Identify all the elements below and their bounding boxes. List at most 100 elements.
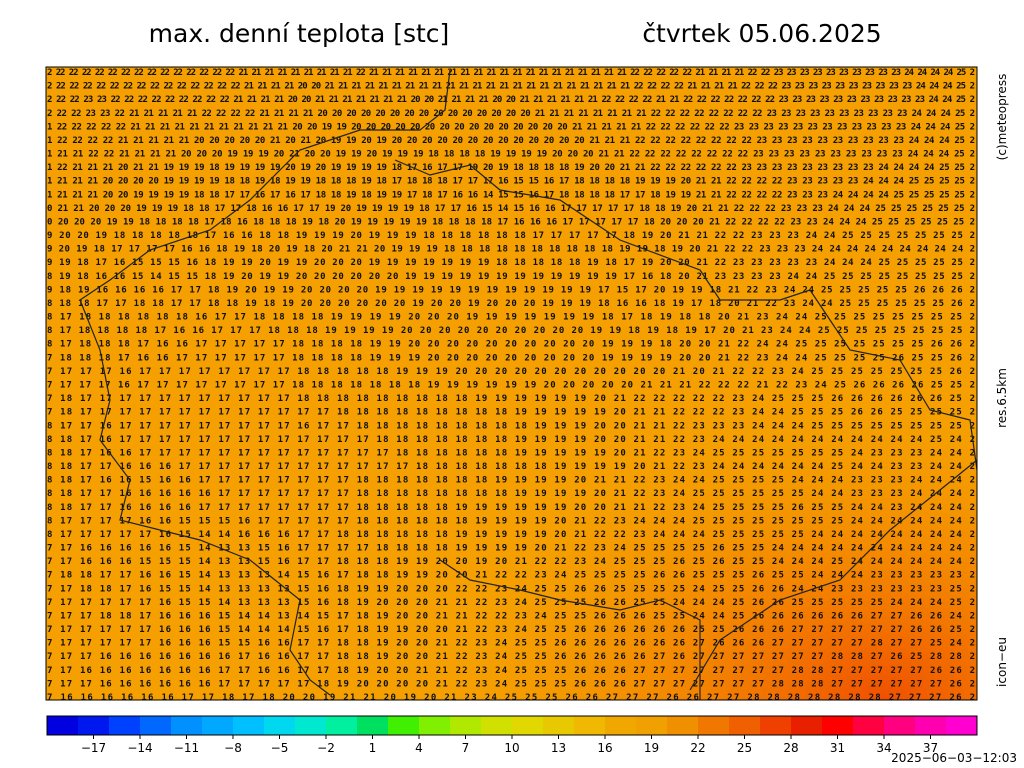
value-row: 2 22 22 23 23 22 22 22 22 22 22 22 22 22… — [47, 95, 975, 105]
border-line — [689, 459, 978, 691]
colorbar-tick-label: 7 — [462, 741, 470, 755]
colorbar-segment — [233, 716, 265, 735]
timestamp: 2025−06−03−12:03 — [891, 751, 1017, 765]
colorbar-segment — [512, 716, 544, 735]
value-row: 7 17 16 16 16 16 16 16 16 17 17 16 16 17… — [47, 666, 975, 676]
colorbar-segment — [791, 716, 823, 735]
copyright: (c)meteopress — [995, 74, 1009, 161]
colorbar-segment — [47, 716, 79, 735]
colorbar-segment — [667, 716, 699, 735]
colorbar-tick-label: −8 — [224, 741, 242, 755]
value-row: 7 16 16 16 16 16 16 17 17 18 17 18 20 20… — [47, 693, 975, 703]
value-row: 1 21 21 22 22 21 21 21 21 20 20 20 19 19… — [47, 150, 975, 160]
colorbar-tick-label: 1 — [369, 741, 377, 755]
value-row: 8 17 18 18 18 18 18 18 16 17 17 18 18 18… — [47, 313, 975, 323]
colorbar-segment — [884, 716, 916, 735]
colorbar-tick-label: 28 — [783, 741, 798, 755]
value-row: 7 17 17 17 16 17 17 17 17 17 17 17 17 18… — [47, 367, 975, 377]
value-row: 9 19 18 17 16 15 15 15 16 18 19 19 20 19… — [47, 258, 975, 268]
colorbar-segment — [450, 716, 482, 735]
colorbar-tick-label: 34 — [876, 741, 891, 755]
colorbar-tick-label: 10 — [504, 741, 519, 755]
colorbar-tick-label: 19 — [644, 741, 659, 755]
colorbar-tick-label: 4 — [415, 741, 423, 755]
value-row: 8 18 17 16 17 17 17 17 17 17 17 17 17 17… — [47, 435, 975, 445]
value-row: 8 18 18 17 17 18 18 17 17 18 18 19 18 19… — [47, 299, 975, 309]
value-row: 7 17 16 16 16 16 16 15 14 13 13 15 16 17… — [47, 544, 975, 554]
value-row: 7 18 17 17 17 17 17 17 17 17 17 17 17 18… — [47, 394, 975, 404]
value-row: 8 17 17 16 17 17 17 17 17 17 17 17 17 16… — [47, 421, 975, 431]
colorbar-segment — [295, 716, 327, 735]
value-row: 7 17 17 17 16 17 17 17 17 17 17 17 17 18… — [47, 381, 975, 391]
value-row: 7 17 17 17 17 17 16 16 16 15 15 16 16 17… — [47, 639, 975, 649]
colorbar-segment — [543, 716, 575, 735]
colorbar-tick-label: 31 — [830, 741, 845, 755]
colorbar-segment — [481, 716, 513, 735]
value-row: 7 17 16 16 16 15 15 15 14 13 13 15 16 17… — [47, 557, 975, 567]
colorbar-tick-label: 13 — [551, 741, 566, 755]
value-row: 8 17 18 18 18 18 17 16 16 17 17 17 18 18… — [47, 326, 975, 336]
value-row: 1 21 21 21 20 20 19 19 19 19 18 18 17 17… — [47, 190, 975, 200]
value-row: 7 17 17 16 16 16 16 16 16 17 17 17 17 17… — [47, 679, 975, 689]
colorbar: −17 −14 −11 −8 −5 −2 1 4 7 10 13 16 19 22 25 28 31 34 37 — [46, 715, 978, 755]
value-row: 7 17 17 17 17 17 16 15 15 14 13 13 13 15… — [47, 598, 975, 608]
colorbar-segment — [574, 716, 606, 735]
value-row: 8 18 17 17 16 16 16 16 16 17 17 17 17 17… — [47, 489, 975, 499]
date: čtvrtek 05.06.2025 — [642, 19, 881, 48]
colorbar-tick-label: 25 — [737, 741, 752, 755]
colorbar-segment — [171, 716, 203, 735]
value-row: 0 20 20 20 19 19 18 18 18 18 17 18 16 18… — [47, 217, 975, 227]
colorbar-segment — [822, 716, 854, 735]
colorbar-segment — [946, 716, 978, 735]
colorbar-segment — [760, 716, 792, 735]
value-row: 9 20 20 19 18 18 18 18 18 17 16 16 18 18… — [47, 231, 975, 241]
value-row: 7 18 18 17 17 16 16 15 14 13 13 13 14 15… — [47, 571, 975, 581]
value-grid: 2 22 22 22 22 22 22 22 22 22 22 22 22 22… — [47, 68, 975, 703]
border-line — [394, 159, 978, 471]
border-line — [79, 69, 451, 696]
colorbar-tick-label: −11 — [174, 741, 199, 755]
value-row: 2 22 22 22 22 22 22 22 22 22 22 22 22 22… — [47, 68, 975, 78]
title: max. denní teplota [stc] — [149, 19, 450, 48]
value-row: 1 22 22 22 22 21 21 21 21 21 20 20 20 20… — [47, 136, 975, 146]
value-row: 7 17 17 16 16 16 16 16 16 16 17 16 16 17… — [47, 652, 975, 662]
colorbar-tick-label: −5 — [271, 741, 289, 755]
value-row: 1 21 21 21 20 20 20 20 19 19 19 19 18 18… — [47, 177, 975, 187]
colorbar-segment — [388, 716, 420, 735]
colorbar-segment — [264, 716, 296, 735]
value-row: 8 18 17 16 16 15 16 16 17 17 17 17 17 17… — [47, 476, 975, 486]
colorbar-segment — [698, 716, 730, 735]
value-row: 7 18 17 17 17 17 17 17 17 17 17 17 17 17… — [47, 408, 975, 418]
value-row: 1 22 22 22 22 22 21 21 21 21 21 21 21 21… — [47, 122, 975, 132]
colorbar-segment — [915, 716, 947, 735]
colorbar-tick-label: −14 — [127, 741, 152, 755]
border-line — [439, 559, 701, 700]
resolution: res.6.5km — [995, 368, 1009, 428]
colorbar-segment — [109, 716, 141, 735]
value-row: 7 17 18 18 17 16 15 15 14 13 13 13 13 15… — [47, 584, 975, 594]
value-row: 8 19 18 16 16 15 14 15 15 18 19 20 19 19… — [47, 272, 975, 282]
value-row: 9 20 19 18 17 17 17 17 16 16 18 19 18 20… — [47, 245, 975, 255]
model: icon−eu — [995, 637, 1009, 687]
colorbar-segment — [419, 716, 451, 735]
value-row: 7 17 17 17 17 17 16 16 16 15 14 14 14 15… — [47, 625, 975, 635]
colorbar-tick-label: 22 — [690, 741, 705, 755]
colorbar-tick-label: −2 — [317, 741, 335, 755]
value-row: 8 17 18 18 18 17 16 16 17 17 17 17 17 18… — [47, 340, 975, 350]
value-row: 7 18 18 18 17 16 16 17 17 17 17 17 17 18… — [47, 353, 975, 363]
colorbar-segment — [605, 716, 637, 735]
colorbar-segment — [326, 716, 358, 735]
value-row: 1 22 21 21 21 20 21 21 19 19 19 18 19 19… — [47, 163, 975, 173]
map-warm-area — [46, 67, 977, 700]
colorbar-segment — [853, 716, 885, 735]
value-row: 8 17 17 17 17 17 16 15 14 14 16 16 16 17… — [47, 530, 975, 540]
value-row: 0 21 21 20 20 20 19 19 19 18 18 17 17 18… — [47, 204, 975, 214]
colorbar-segment — [636, 716, 668, 735]
colorbar-tick-label: 16 — [597, 741, 612, 755]
value-row: 2 22 22 23 23 22 21 21 21 21 21 22 22 22… — [47, 109, 975, 119]
value-row: 8 18 17 16 16 17 17 17 17 17 17 17 17 17… — [47, 448, 975, 458]
colorbar-segment — [78, 716, 110, 735]
colorbar-tick-label: 37 — [923, 741, 938, 755]
map-frame — [45, 66, 978, 701]
